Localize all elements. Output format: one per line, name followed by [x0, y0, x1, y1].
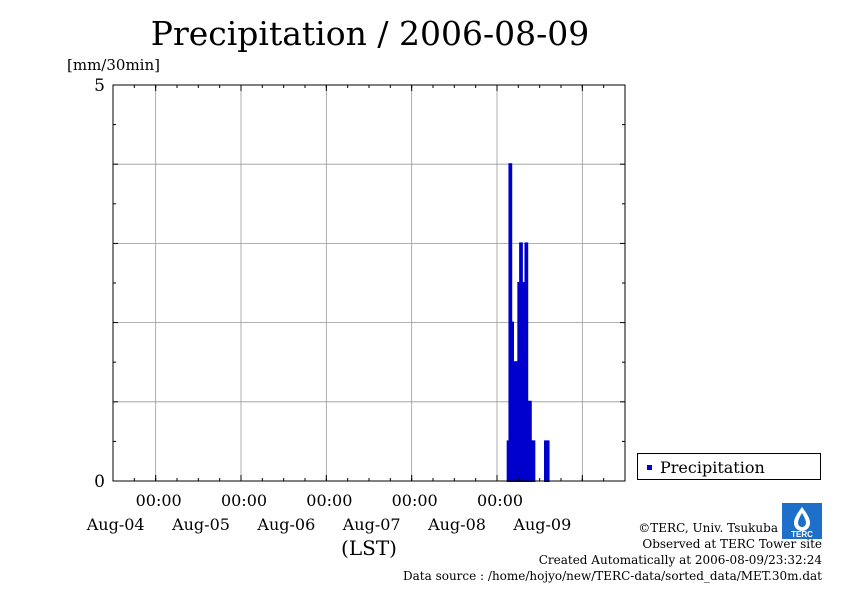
x-axis-label: (LST): [341, 536, 397, 560]
x-tick-time-label: 00:00: [221, 491, 267, 510]
x-tick-date-label: Aug-05: [171, 515, 230, 534]
x-tick-date-label: Aug-09: [512, 515, 571, 534]
legend-label: Precipitation: [660, 458, 765, 477]
y-tick-label: 0: [94, 472, 105, 492]
site-text: Observed at TERC Tower site: [642, 537, 822, 551]
axis-labels: 0 5 00:00 Aug-04 00:00 Aug-05 00:00 Aug-06 00:00…: [86, 76, 572, 560]
created-text: Created Automatically at 2006-08-09/23:3…: [538, 553, 822, 567]
chart-title: Precipitation / 2006-08-09: [150, 14, 590, 53]
x-tick-date-label: Aug-04: [86, 515, 145, 534]
legend: Precipitation: [637, 453, 821, 480]
axis-ticks: [112, 85, 626, 481]
x-tick-time-label: 00:00: [306, 491, 352, 510]
x-tick-date-label: Aug-07: [342, 515, 401, 534]
y-axis-label: [mm/30min]: [67, 56, 160, 74]
precipitation-bar: [545, 440, 550, 482]
copyright-text: ©TERC, Univ. Tsukuba: [638, 521, 778, 535]
precipitation-bar: [531, 440, 536, 482]
x-tick-date-label: Aug-08: [427, 515, 486, 534]
y-tick-label: 5: [94, 76, 105, 96]
x-tick-time-label: 00:00: [136, 491, 182, 510]
plot-frame: [112, 84, 626, 482]
legend-swatch: [647, 465, 652, 470]
credits: ©TERC, Univ. Tsukuba Observed at TERC To…: [403, 520, 822, 584]
gridlines: [113, 85, 625, 481]
source-text: Data source : /home/hojyo/new/TERC-data/…: [403, 569, 822, 583]
x-tick-time-label: 00:00: [392, 491, 438, 510]
x-tick-date-label: Aug-06: [256, 515, 315, 534]
x-tick-time-label: 00:00: [477, 491, 523, 510]
logo-text: TERC: [791, 530, 813, 539]
terc-logo: TERC: [782, 503, 822, 539]
